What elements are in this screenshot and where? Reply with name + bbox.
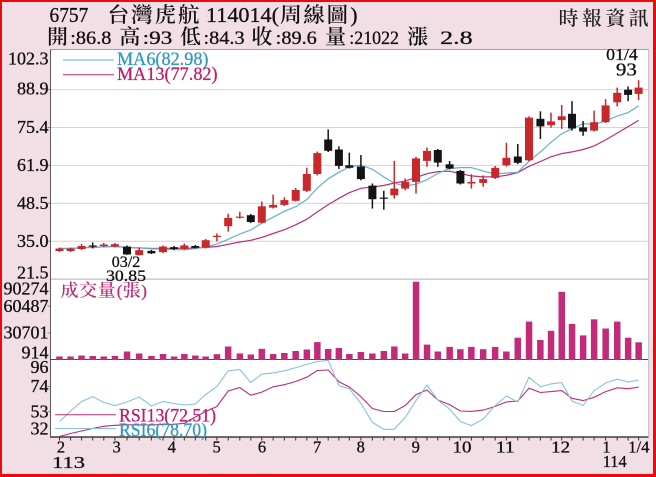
svg-text:8: 8 xyxy=(357,438,365,457)
svg-text:30701: 30701 xyxy=(4,323,49,343)
svg-text:102.3: 102.3 xyxy=(8,49,49,69)
svg-text:5: 5 xyxy=(212,438,220,457)
svg-text:1/4: 1/4 xyxy=(628,438,649,457)
svg-text:3: 3 xyxy=(112,438,120,457)
svg-text:03/2: 03/2 xyxy=(112,254,140,271)
svg-text:6757: 6757 xyxy=(50,3,89,27)
svg-text:61.9: 61.9 xyxy=(17,155,49,175)
svg-text:): ) xyxy=(350,3,357,27)
svg-text:35.0: 35.0 xyxy=(17,231,49,251)
svg-text:32: 32 xyxy=(31,418,49,438)
svg-text:MA13(77.82): MA13(77.82) xyxy=(117,64,218,85)
svg-text:114014(: 114014( xyxy=(206,3,279,27)
svg-text:11: 11 xyxy=(496,438,515,457)
svg-text:2: 2 xyxy=(57,438,65,457)
svg-text:114: 114 xyxy=(603,452,627,471)
svg-text:88.9: 88.9 xyxy=(17,79,49,99)
svg-text:48.5: 48.5 xyxy=(17,193,49,213)
svg-text:RSI6(78.70): RSI6(78.70) xyxy=(119,420,207,441)
svg-text:): ) xyxy=(141,282,147,301)
svg-text:53: 53 xyxy=(31,401,49,421)
svg-text:96: 96 xyxy=(31,357,49,377)
svg-text:MA6(82.98): MA6(82.98) xyxy=(117,49,209,70)
svg-text:01/4: 01/4 xyxy=(606,45,638,64)
svg-text::89.6: :89.6 xyxy=(276,28,317,49)
svg-text:74: 74 xyxy=(31,376,49,396)
svg-text:113: 113 xyxy=(52,453,85,472)
svg-text:4: 4 xyxy=(168,438,176,457)
svg-text:10: 10 xyxy=(453,438,472,457)
svg-text:1: 1 xyxy=(602,438,610,457)
svg-text:2.8: 2.8 xyxy=(440,28,473,49)
svg-text::93: :93 xyxy=(143,28,173,49)
svg-text:60487: 60487 xyxy=(4,296,49,316)
svg-text:914: 914 xyxy=(22,342,49,362)
svg-text:7: 7 xyxy=(313,438,321,457)
svg-text:RSI13(72.51): RSI13(72.51) xyxy=(119,406,216,427)
svg-text::84.3: :84.3 xyxy=(204,28,245,49)
svg-text:12: 12 xyxy=(551,438,570,457)
svg-text::21022: :21022 xyxy=(349,28,399,49)
svg-text:9: 9 xyxy=(412,438,420,457)
svg-text:(: ( xyxy=(117,282,123,301)
svg-text:75.4: 75.4 xyxy=(17,117,49,137)
svg-text:21.5: 21.5 xyxy=(17,263,49,283)
svg-text::86.8: :86.8 xyxy=(70,28,111,49)
svg-text:30.85: 30.85 xyxy=(106,268,146,285)
svg-text:93: 93 xyxy=(616,60,637,80)
svg-text:6: 6 xyxy=(258,438,266,457)
svg-text:90274: 90274 xyxy=(4,278,49,298)
